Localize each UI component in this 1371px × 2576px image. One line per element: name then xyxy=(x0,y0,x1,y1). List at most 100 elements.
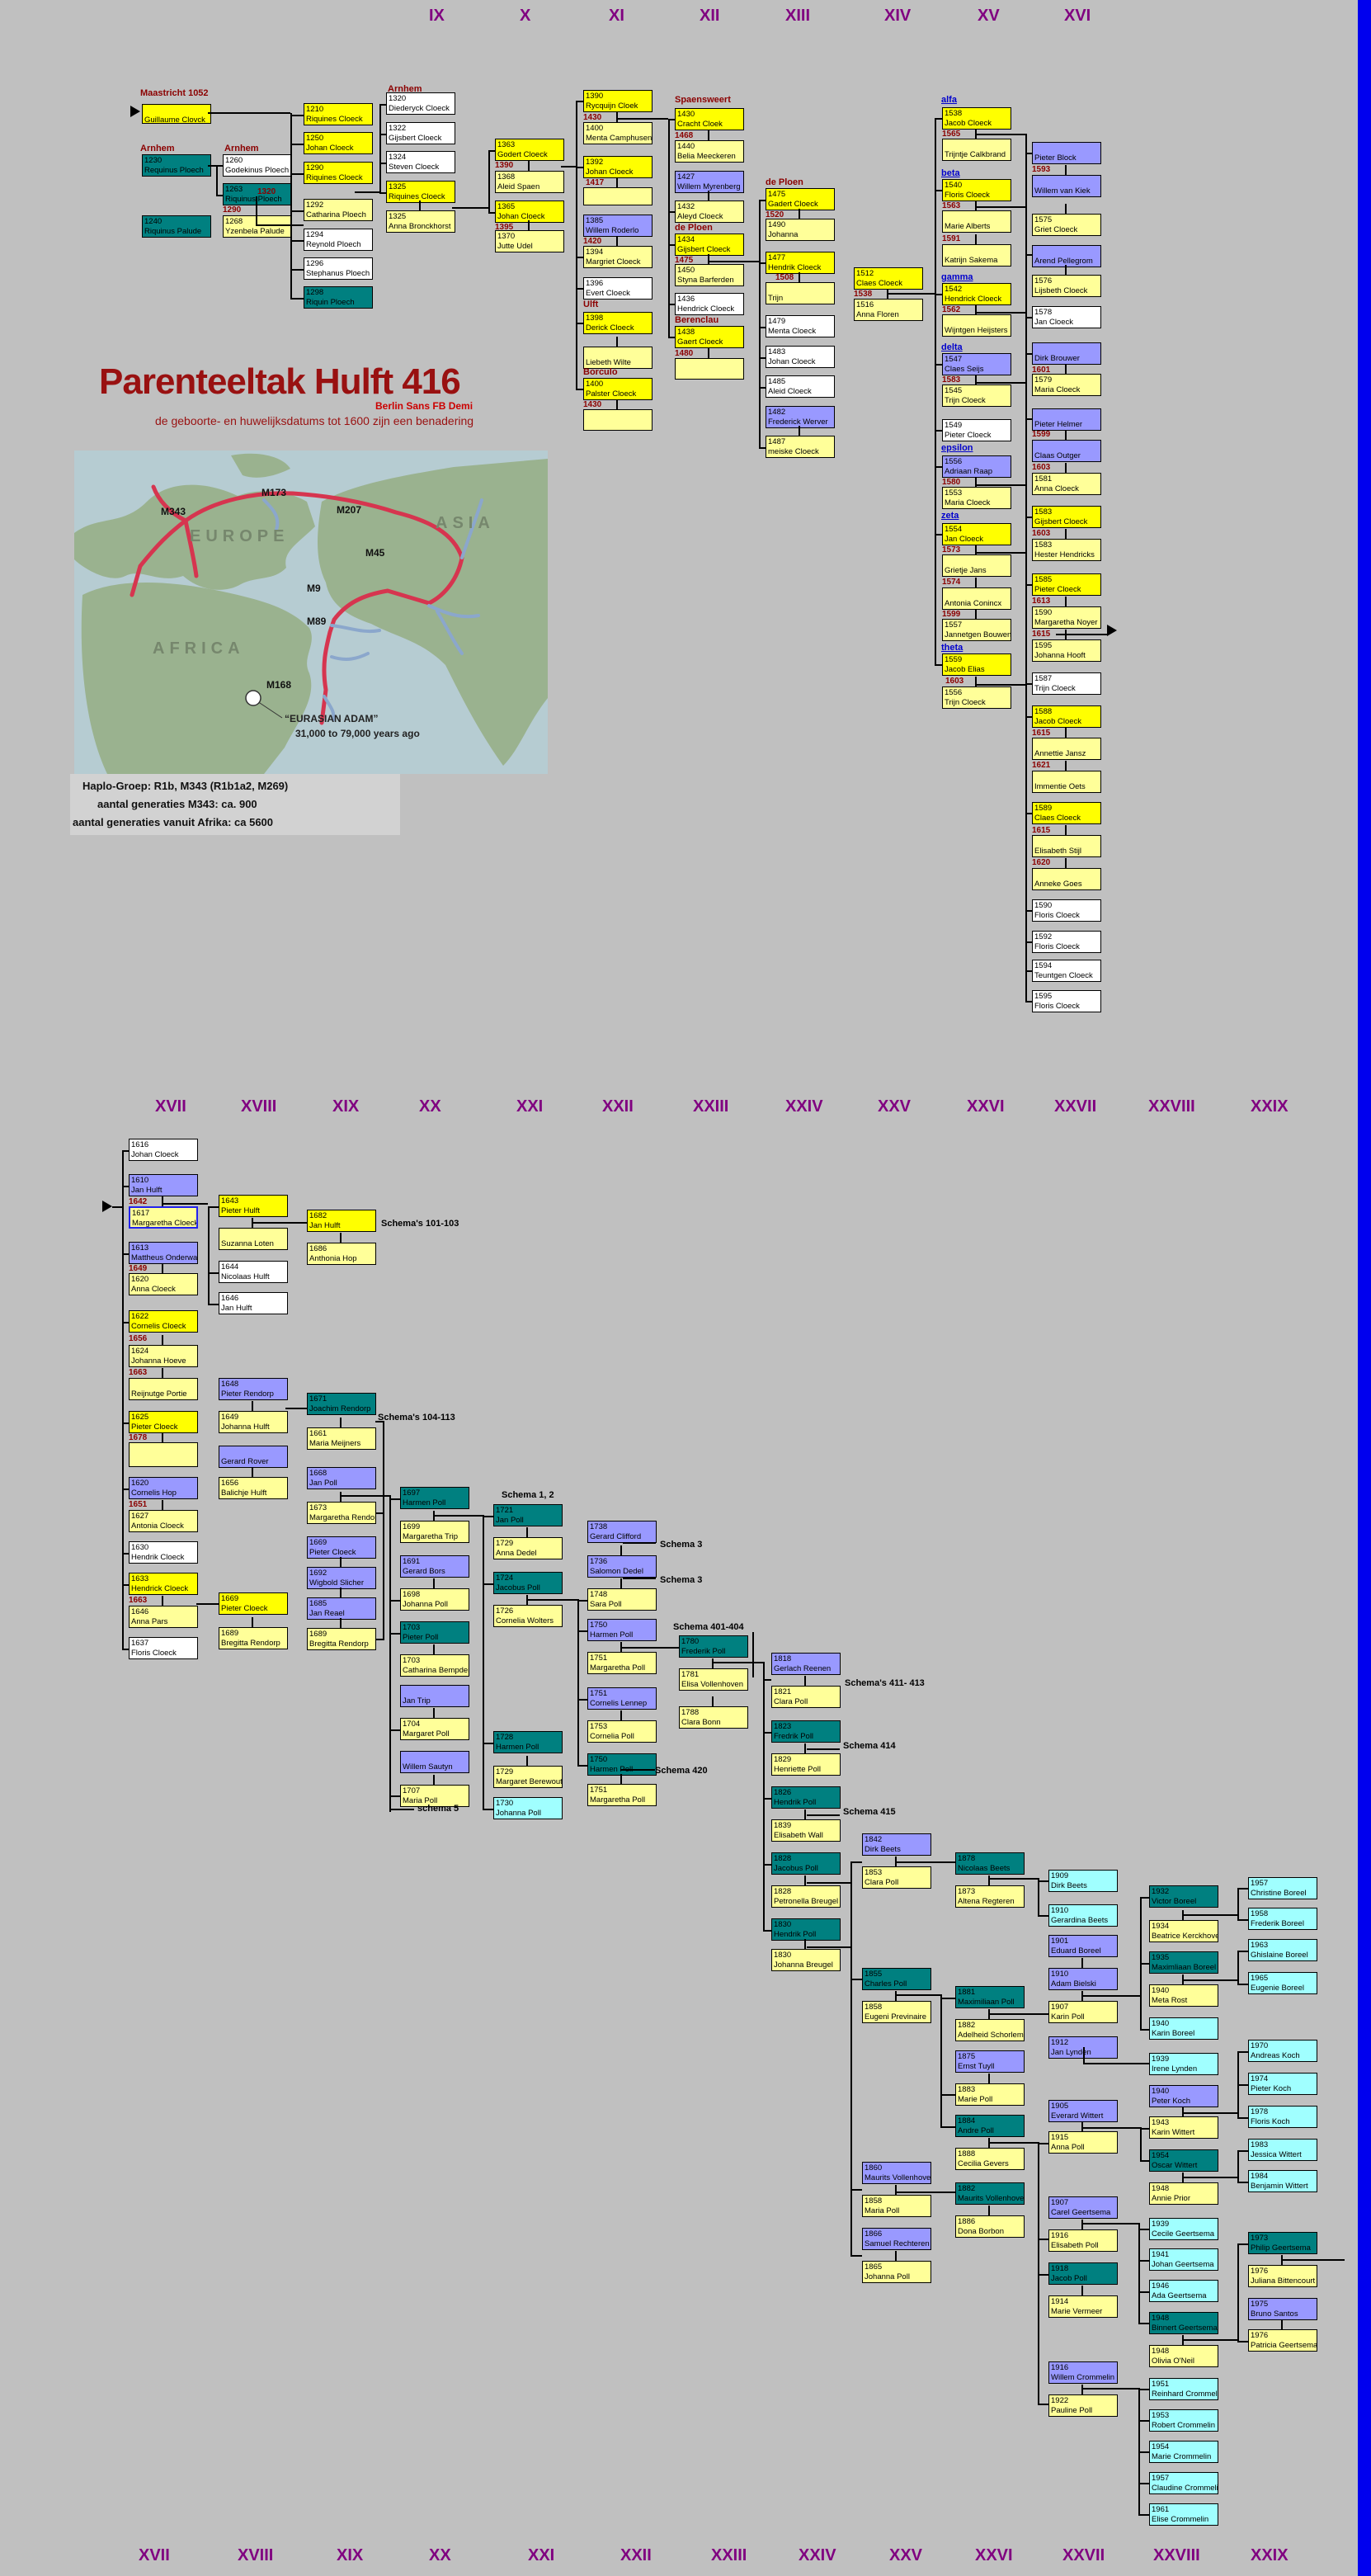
person-box[interactable]: 1907 Carel Geertsema xyxy=(1048,2196,1118,2219)
person-box[interactable]: 1828 Jacobus Poll xyxy=(771,1852,841,1875)
person-box[interactable]: 1540 Floris Cloeck xyxy=(942,179,1011,201)
person-box[interactable]: 1689 Bregitta Rendorp xyxy=(219,1627,288,1649)
person-box[interactable]: Katrijn Sakema xyxy=(942,244,1011,267)
person-box[interactable]: 1438 Gaert Cloeck xyxy=(675,326,744,348)
person-box[interactable]: 1250 Johan Cloeck xyxy=(304,132,373,154)
person-box[interactable]: 1482 Frederick Werver xyxy=(766,406,835,428)
person-box[interactable]: 1368 Aleid Spaen xyxy=(495,171,564,193)
person-box[interactable] xyxy=(129,1442,198,1467)
person-box[interactable]: 1583 Hester Hendricks xyxy=(1032,539,1101,561)
person-box[interactable]: Antonia Conincx xyxy=(942,587,1011,610)
person-box[interactable]: 1729 Margaret Berewout xyxy=(493,1766,563,1788)
person-box[interactable]: 1637 Floris Cloeck xyxy=(129,1637,198,1659)
person-box[interactable]: 1325 Riquines Cloeck xyxy=(386,181,455,203)
person-box[interactable]: 1475 Gadert Cloeck xyxy=(766,188,835,210)
person-box[interactable]: 1260 Godekinus Ploech xyxy=(223,154,292,177)
person-box[interactable]: 1751 Margaretha Poll xyxy=(587,1784,657,1806)
person-box[interactable]: 1583 Gijsbert Cloeck xyxy=(1032,506,1101,528)
person-box[interactable]: 1943 Karin Wittert xyxy=(1149,2116,1218,2139)
person-box[interactable] xyxy=(675,358,744,380)
person-box[interactable]: 1873 Altena Regteren xyxy=(955,1885,1025,1908)
person-box[interactable]: 1644 Nicolaas Hulft xyxy=(219,1261,288,1283)
person-box[interactable]: 1883 Marie Poll xyxy=(955,2083,1025,2106)
person-box[interactable]: 1823 Fredrik Poll xyxy=(771,1720,841,1743)
person-box[interactable]: 1633 Hendrick Cloeck xyxy=(129,1573,198,1595)
person-box[interactable]: 1882 Maurits Vollenhoven xyxy=(955,2182,1025,2205)
person-box[interactable]: Willem Sautyn xyxy=(400,1751,469,1773)
person-box[interactable]: 1866 Samuel Rechteren xyxy=(862,2228,931,2250)
person-box[interactable]: 1948 Binnert Geertsema xyxy=(1149,2312,1218,2334)
person-box[interactable]: Gerard Rover xyxy=(219,1446,288,1468)
person-box[interactable]: 1973 Philip Geertsema xyxy=(1248,2232,1317,2254)
person-box[interactable]: 1821 Clara Poll xyxy=(771,1686,841,1708)
person-box[interactable]: 1948 Olivia O'Neil xyxy=(1149,2345,1218,2367)
person-box[interactable]: 1974 Pieter Koch xyxy=(1248,2073,1317,2095)
person-box[interactable]: 1268 Yzenbela Palude xyxy=(223,215,292,238)
person-box[interactable]: 1585 Pieter Cloeck xyxy=(1032,573,1101,596)
person-box[interactable]: 1886 Dona Borbon xyxy=(955,2215,1025,2238)
person-box[interactable]: 1671 Joachim Rendorp xyxy=(307,1393,376,1415)
person-box[interactable]: 1954 Marie Crommelin xyxy=(1149,2441,1218,2463)
person-box[interactable]: 1547 Claes Seijs xyxy=(942,353,1011,375)
person-box[interactable]: 1556 Adriaan Raap xyxy=(942,455,1011,478)
person-box[interactable]: 1721 Jan Poll xyxy=(493,1504,563,1526)
person-box[interactable]: 1617 Margaretha Cloeck xyxy=(129,1206,198,1229)
person-box[interactable]: 1648 Pieter Rendorp xyxy=(219,1378,288,1400)
person-box[interactable]: 1625 Pieter Cloeck xyxy=(129,1411,198,1433)
person-box[interactable]: 1594 Teuntgen Cloeck xyxy=(1032,960,1101,982)
person-box[interactable]: 1325 Anna Bronckhorst xyxy=(386,210,455,233)
person-box[interactable]: 1589 Claes Cloeck xyxy=(1032,802,1101,824)
person-box[interactable]: 1516 Anna Floren xyxy=(854,299,923,321)
person-box[interactable]: 1910 Gerardina Beets xyxy=(1048,1904,1118,1927)
person-box[interactable] xyxy=(583,187,653,205)
person-box[interactable]: 1485 Aleid Cloeck xyxy=(766,375,835,398)
person-box[interactable]: 1559 Jacob Elias xyxy=(942,653,1011,676)
person-box[interactable]: 1976 Patricia Geertsema xyxy=(1248,2329,1317,2352)
person-box[interactable]: 1958 Frederik Boreel xyxy=(1248,1908,1317,1930)
person-box[interactable]: 1753 Cornelia Poll xyxy=(587,1720,657,1743)
person-box[interactable]: 1370 Jutte Udel xyxy=(495,230,564,252)
person-box[interactable]: 1587 Trijn Cloeck xyxy=(1032,672,1101,695)
person-box[interactable]: 1324 Steven Cloeck xyxy=(386,151,455,173)
person-box[interactable]: 1697 Harmen Poll xyxy=(400,1487,469,1509)
person-box[interactable]: 1858 Eugeni Previnaire xyxy=(862,2001,931,2023)
person-box[interactable]: 1620 Anna Cloeck xyxy=(129,1273,198,1295)
person-box[interactable]: 1855 Charles Poll xyxy=(862,1968,931,1990)
person-box[interactable]: 1750 Harmen Poll xyxy=(587,1753,657,1776)
person-box[interactable]: 1781 Elisa Vollenhoven xyxy=(679,1668,748,1691)
person-box[interactable]: 1592 Floris Cloeck xyxy=(1032,931,1101,953)
person-box[interactable]: 1669 Pieter Cloeck xyxy=(307,1536,376,1559)
person-box[interactable]: 1940 Karin Boreel xyxy=(1149,2017,1218,2040)
person-box[interactable]: 1878 Nicolaas Beets xyxy=(955,1852,1025,1875)
person-box[interactable]: 1487 meiske Cloeck xyxy=(766,436,835,458)
person-box[interactable]: 1865 Johanna Poll xyxy=(862,2261,931,2283)
person-box[interactable]: 1365 Johan Cloeck xyxy=(495,201,564,223)
person-box[interactable]: 1934 Beatrice Kerckhove xyxy=(1149,1920,1218,1942)
person-box[interactable]: Suzanna Loten xyxy=(219,1228,288,1250)
person-box[interactable]: 1689 Bregitta Rendorp xyxy=(307,1628,376,1650)
person-box[interactable]: 1320 Diederyck Cloeck xyxy=(386,92,455,115)
branch-label[interactable]: delta xyxy=(941,342,963,352)
person-box[interactable]: Trijntje Calkbrand xyxy=(942,139,1011,161)
person-box[interactable]: 1970 Andreas Koch xyxy=(1248,2040,1317,2062)
person-box[interactable]: 1624 Johanna Hoeve xyxy=(129,1345,198,1367)
person-box[interactable]: 1557 Jannetgen Bouwens xyxy=(942,619,1011,641)
person-box[interactable]: 1707 Maria Poll xyxy=(400,1785,469,1807)
person-box[interactable]: 1729 Anna Dedel xyxy=(493,1537,563,1559)
person-box[interactable]: 1682 Jan Hulft xyxy=(307,1210,376,1232)
person-box[interactable]: 1939 Cecile Geertsema xyxy=(1149,2218,1218,2240)
person-box[interactable]: 1646 Jan Hulft xyxy=(219,1292,288,1314)
person-box[interactable]: 1916 Elisabeth Poll xyxy=(1048,2229,1118,2252)
person-box[interactable]: 1390 Rycquijn Cloek xyxy=(583,90,653,112)
person-box[interactable]: Trijn xyxy=(766,282,835,304)
person-box[interactable]: 1553 Maria Cloeck xyxy=(942,487,1011,509)
person-box[interactable]: Wijntgen Heijsters xyxy=(942,314,1011,337)
person-box[interactable]: 1918 Jacob Poll xyxy=(1048,2262,1118,2285)
person-box[interactable]: 1860 Maurits Vollenhoven xyxy=(862,2162,931,2184)
person-box[interactable]: 1668 Jan Poll xyxy=(307,1467,376,1489)
person-box[interactable]: 1905 Everard Wittert xyxy=(1048,2100,1118,2122)
person-box[interactable]: 1914 Marie Vermeer xyxy=(1048,2295,1118,2318)
person-box[interactable]: 1965 Eugenie Boreel xyxy=(1248,1972,1317,1994)
person-box[interactable]: 1909 Dirk Beets xyxy=(1048,1870,1118,1892)
